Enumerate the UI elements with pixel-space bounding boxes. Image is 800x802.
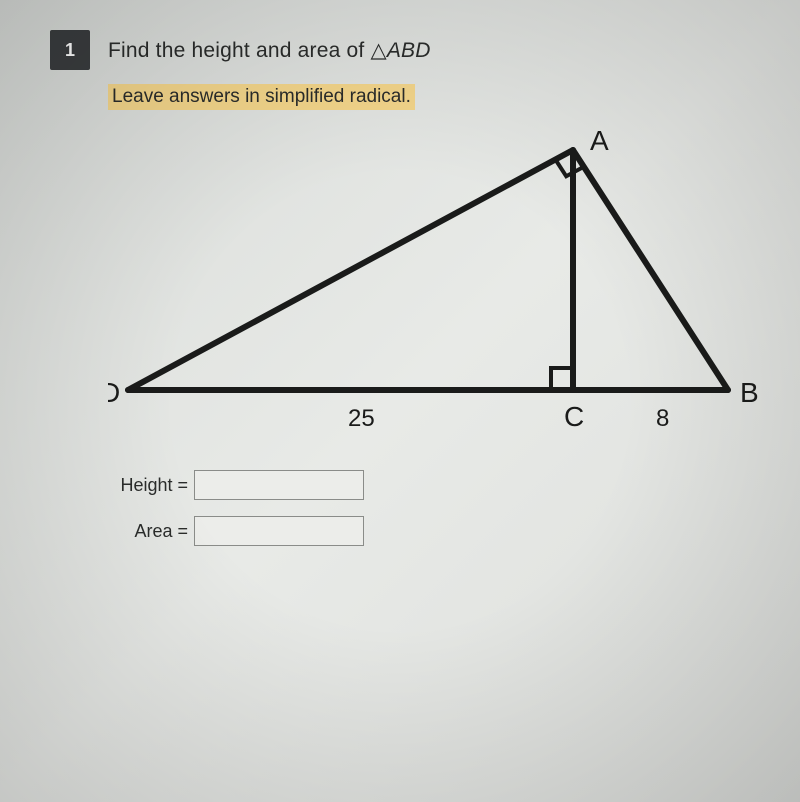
worksheet: 1 Find the height and area of △ABD Leave…: [0, 0, 800, 592]
triangle-figure: DBAC258: [108, 130, 710, 440]
svg-text:C: C: [564, 401, 584, 432]
svg-text:8: 8: [656, 405, 669, 432]
svg-text:B: B: [740, 377, 759, 408]
triangle-svg: D B A C 25 8: [108, 130, 768, 440]
height-label: Height =: [108, 475, 188, 496]
prompt-text: Find the height and area of: [108, 39, 370, 62]
answer-section: Height = Area =: [108, 470, 750, 546]
question-header: 1 Find the height and area of △ABD: [50, 30, 750, 70]
triangle-symbol: △: [370, 39, 386, 62]
svg-text:A: A: [590, 130, 609, 156]
area-row: Area =: [108, 516, 750, 546]
hint-highlight: Leave answers in simplified radical.: [108, 84, 415, 110]
svg-text:25: 25: [348, 405, 375, 432]
svg-text:D: D: [108, 377, 120, 408]
area-input[interactable]: [194, 516, 364, 546]
height-row: Height =: [108, 470, 750, 500]
triangle-vertices: ABD: [387, 39, 431, 62]
question-number-badge: 1: [50, 30, 90, 70]
question-prompt: Find the height and area of △ABD: [108, 38, 431, 63]
area-label: Area =: [108, 521, 188, 542]
height-input[interactable]: [194, 470, 364, 500]
